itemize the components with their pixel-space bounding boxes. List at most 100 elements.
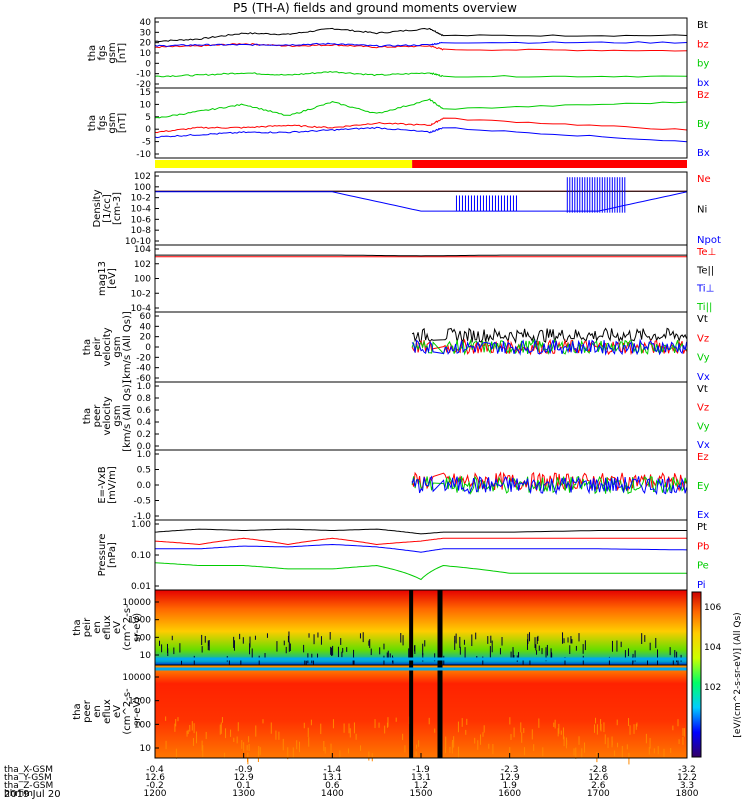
y-tick-label: 10-2 bbox=[131, 194, 151, 204]
y-tick-label: 10000 bbox=[122, 673, 151, 683]
legend-te: Te⊥ bbox=[696, 247, 716, 258]
y-axis-label: eV bbox=[112, 621, 123, 634]
y-axis-label: Pressure bbox=[97, 534, 108, 577]
y-tick-label: 5 bbox=[145, 113, 151, 123]
legend-vx: Vx bbox=[697, 440, 710, 451]
y-tick-label: -40 bbox=[136, 364, 151, 374]
y-axis-label: peer bbox=[82, 699, 93, 723]
colorbar-tick: 106 bbox=[704, 603, 721, 613]
legend-te: Te|| bbox=[696, 265, 714, 276]
legend-ex: Ex bbox=[697, 510, 709, 521]
series-vx-line bbox=[411, 338, 688, 356]
orbit-value: 1500 bbox=[410, 789, 433, 799]
y-axis-label: tha bbox=[82, 408, 93, 424]
y-tick-label: 40 bbox=[140, 18, 152, 28]
y-tick-label: 0.2 bbox=[137, 430, 151, 440]
y-axis-label: velocity bbox=[102, 327, 113, 366]
y-tick-label: 100 bbox=[134, 633, 151, 643]
date-label: 2019 Jul 20 bbox=[4, 789, 61, 800]
y-axis-label: [cm-3] bbox=[112, 192, 123, 225]
orbit-value: 12.9 bbox=[234, 773, 254, 783]
data-gap-bar bbox=[437, 590, 443, 665]
orbit-value: 1400 bbox=[321, 789, 344, 799]
y-axis-label: fgs bbox=[97, 45, 108, 60]
legend-bz: bz bbox=[697, 39, 709, 50]
y-tick-label: 1.0 bbox=[137, 450, 152, 460]
y-tick-label: 1.0 bbox=[137, 382, 152, 392]
y-tick-label: 1.00 bbox=[131, 520, 151, 530]
y-axis-label: tha bbox=[87, 115, 98, 131]
orbit-value: 12.6 bbox=[145, 773, 165, 783]
y-tick-label: 10 bbox=[140, 49, 152, 59]
orbit-value: 12.9 bbox=[500, 773, 520, 783]
orbit-value: -2.3 bbox=[501, 765, 519, 775]
series-vt-line bbox=[411, 327, 688, 344]
y-axis-label: gsm bbox=[112, 405, 123, 426]
y-tick-label: 0 bbox=[145, 125, 151, 135]
y-axis-label: gsm bbox=[107, 112, 118, 133]
colorbar-scale bbox=[691, 591, 702, 758]
orbit-value: -1.4 bbox=[324, 765, 342, 775]
y-tick-label: 100 bbox=[134, 720, 151, 730]
series-bz-line bbox=[154, 117, 688, 134]
panel-frame bbox=[154, 381, 688, 451]
series-bx-line bbox=[154, 126, 688, 143]
orbit-value: 1.9 bbox=[503, 781, 518, 791]
orbit-value: 1200 bbox=[144, 789, 167, 799]
legend-vt: Vt bbox=[697, 384, 708, 395]
colorbar-label: [eV/(cm^2-s-sr-eV)] (All Qs) bbox=[733, 612, 743, 737]
series-by-line bbox=[154, 70, 688, 78]
y-axis-label: fgs bbox=[97, 115, 108, 130]
y-axis-label: eflux bbox=[102, 699, 113, 724]
y-tick-label: -10 bbox=[136, 70, 151, 80]
orbit-value: 3.3 bbox=[680, 781, 694, 791]
legend-vx: Vx bbox=[697, 372, 710, 383]
legend-bx: Bx bbox=[697, 148, 710, 159]
y-axis-label: [nT] bbox=[117, 113, 128, 133]
y-tick-label: 10-4 bbox=[131, 205, 152, 215]
spectrogram-fill bbox=[155, 665, 687, 758]
series-bt-line bbox=[154, 27, 688, 43]
panel-6: 1.0 0.8 0.6 0.4 0.2 0.0 Vt Vz Vy Vx tha peer velocit… bbox=[82, 380, 710, 452]
y-tick-label: 10-6 bbox=[131, 215, 152, 225]
plot-title: P5 (TH-A) fields and ground moments over… bbox=[233, 1, 517, 15]
orbit-row-label: tha_Y-GSM bbox=[4, 773, 52, 783]
legend-by: by bbox=[697, 59, 709, 70]
y-axis-label: [1/cc] bbox=[102, 194, 113, 223]
y-tick-label: -1.0 bbox=[133, 512, 151, 522]
y-axis-label: sr-eV) bbox=[132, 697, 143, 726]
panel-8: 1.00 0.10 0.01 Pt Pb Pe Pi Pressure [nPa] bbox=[97, 519, 709, 592]
legend-by: By bbox=[697, 119, 710, 130]
y-tick-label: 20 bbox=[140, 39, 152, 49]
panel-4: 104 102 100 10-2 10-4 Te⊥ Te|| Ti⊥ Ti|| mag13 [eV] bbox=[97, 244, 716, 314]
legend-npot: Npot bbox=[697, 235, 721, 246]
orbit-value: 1700 bbox=[587, 789, 610, 799]
series-pe-line bbox=[154, 562, 687, 581]
panel-frame bbox=[154, 87, 688, 159]
status-bar-yellow bbox=[155, 160, 413, 168]
colorbar-tick: 102 bbox=[704, 683, 721, 693]
legend-ez: Ez bbox=[697, 452, 709, 463]
y-tick-label: 0.0 bbox=[137, 442, 152, 452]
y-axis-label: Density bbox=[92, 189, 103, 227]
y-tick-label: 100 bbox=[134, 275, 151, 285]
y-tick-label: 0.10 bbox=[131, 551, 151, 561]
series-ey-line bbox=[411, 475, 688, 495]
orbit-value: -1.9 bbox=[412, 765, 430, 775]
orbit-value: -3.2 bbox=[678, 765, 696, 775]
y-tick-label: 30 bbox=[140, 28, 152, 38]
series-te-line bbox=[155, 254, 687, 257]
series-pi-line bbox=[155, 543, 688, 553]
y-axis-label: [km/s (All Qs)] bbox=[122, 380, 133, 452]
y-tick-label: -0.5 bbox=[133, 497, 151, 507]
series-npot-line bbox=[155, 191, 688, 212]
data-gap-bar bbox=[409, 665, 414, 758]
y-tick-label: 10 bbox=[140, 651, 152, 661]
y-axis-label: gsm bbox=[112, 336, 123, 357]
y-axis-label: [mV/m] bbox=[107, 466, 118, 504]
y-axis-label: E=-VxB bbox=[97, 466, 108, 503]
y-axis-label: [km/s (All Qs)] bbox=[122, 311, 133, 383]
panel-7: 1.0 0.5 0.0 -0.5 -1.0 Ez Ey Ex E=-VxB [mV/m] bbox=[97, 449, 709, 522]
